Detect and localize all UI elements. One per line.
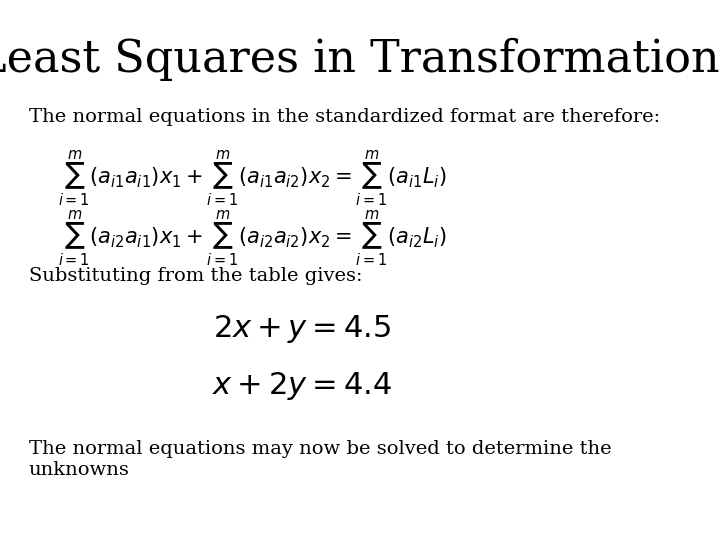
Text: $2x + y = 4.5$: $2x + y = 4.5$ xyxy=(213,313,392,345)
Text: The normal equations may now be solved to determine the
unknowns: The normal equations may now be solved t… xyxy=(29,440,611,479)
Text: Least Squares in Transformations: Least Squares in Transformations xyxy=(0,38,720,81)
Text: $\sum_{i=1}^{m}(a_{i1}a_{i1})x_1 + \sum_{i=1}^{m}(a_{i1}a_{i2})x_2 = \sum_{i=1}^: $\sum_{i=1}^{m}(a_{i1}a_{i1})x_1 + \sum_… xyxy=(58,148,446,208)
Text: $\sum_{i=1}^{m}(a_{i2}a_{i1})x_1 + \sum_{i=1}^{m}(a_{i2}a_{i2})x_2 = \sum_{i=1}^: $\sum_{i=1}^{m}(a_{i2}a_{i1})x_1 + \sum_… xyxy=(58,208,446,267)
Text: Substituting from the table gives:: Substituting from the table gives: xyxy=(29,267,362,285)
Text: The normal equations in the standardized format are therefore:: The normal equations in the standardized… xyxy=(29,108,660,126)
Text: $x + 2y = 4.4$: $x + 2y = 4.4$ xyxy=(212,370,392,402)
